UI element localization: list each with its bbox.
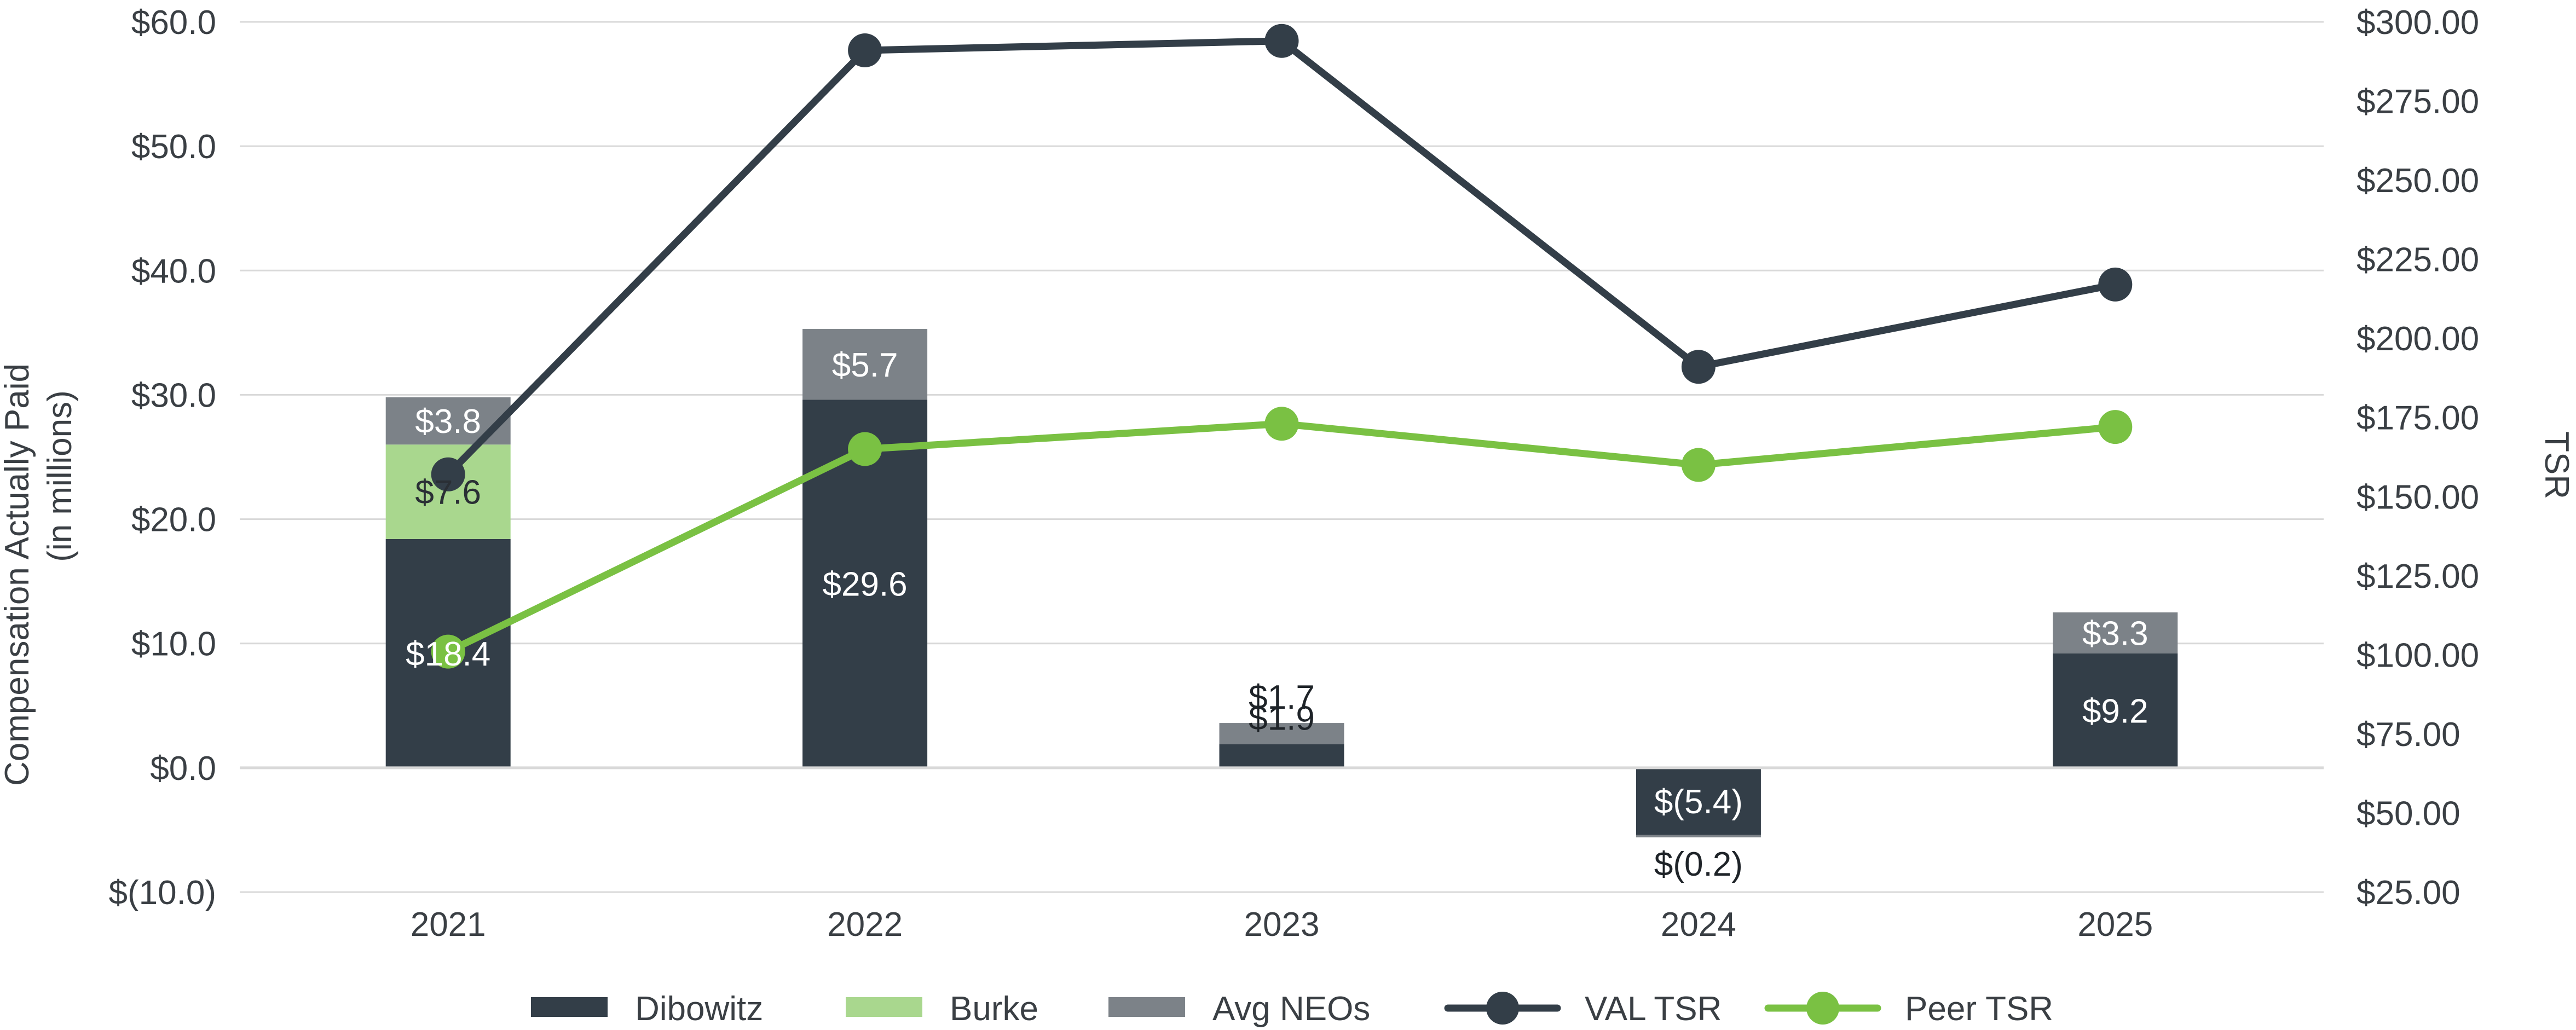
legend: Dibowitz Burke Avg NEOs VAL TSR Peer TSR <box>531 990 2053 1028</box>
y-right-tick-label: $200.00 <box>2356 320 2479 358</box>
tsr-point <box>2098 267 2133 302</box>
bar-segment <box>1219 723 1344 744</box>
y-right-tick-label: $175.00 <box>2356 400 2479 437</box>
legend-swatch <box>846 997 922 1017</box>
y-left-tick-label: $0.0 <box>150 750 216 788</box>
legend-swatch <box>531 997 608 1017</box>
y-right-tick-label: $50.00 <box>2356 795 2461 832</box>
y-right-tick-label: $225.00 <box>2356 241 2479 279</box>
y-left-tick-label: $(10.0) <box>109 874 216 912</box>
bar-segment <box>1636 767 1761 835</box>
bar-segment <box>2053 653 2178 768</box>
x-tick-label: 2021 <box>411 906 486 944</box>
x-tick-label: 2024 <box>1661 906 1736 944</box>
y-right-tick-label: $150.00 <box>2356 478 2479 516</box>
y-left-tick-label: $30.0 <box>131 377 216 414</box>
tsr-line <box>444 420 2119 656</box>
bar-data-label: $1.9 <box>1249 700 1315 738</box>
legend-marker <box>1806 992 1839 1025</box>
bar-segment <box>1636 835 1761 838</box>
y-right-tick-label: $25.00 <box>2356 874 2461 912</box>
tsr-point <box>1264 24 1299 58</box>
tsr-lines <box>431 24 2133 669</box>
y-right-tick-label: $125.00 <box>2356 558 2479 595</box>
data-labels: $18.4 $7.6 $3.8 $29.6 $5.7 $1.9$1.7 $(5.4) $(0.… <box>406 346 2148 883</box>
y-left-tick-label: $40.0 <box>131 252 216 290</box>
y-right-tick-label: $275.00 <box>2356 83 2479 121</box>
y-left-tick-label: $10.0 <box>131 626 216 663</box>
tsr-point <box>1264 407 1299 441</box>
bars <box>385 329 2178 838</box>
y-right-tick-label: $75.00 <box>2356 716 2461 754</box>
y-left-title-line1: Compensation Actually Paid <box>0 363 36 786</box>
bar-segment <box>2053 612 2178 653</box>
tsr-point <box>848 432 882 466</box>
tsr-point <box>431 634 465 669</box>
x-tick-label: 2022 <box>827 906 903 944</box>
y-right-tick-label: $100.00 <box>2356 636 2479 674</box>
bar-data-label: $18.4 <box>406 635 490 673</box>
legend-label: VAL TSR <box>1585 990 1722 1028</box>
y-right-title: TSR <box>2538 431 2575 499</box>
y-left-title-line2: (in millions) <box>41 390 79 562</box>
y-left-tick-label: $50.0 <box>131 128 216 166</box>
y-left-tick-label: $60.0 <box>131 4 216 42</box>
bar-data-label: $3.3 <box>2082 615 2148 652</box>
axes: Compensation Actually Paid (in millions)… <box>0 4 2575 944</box>
y-right-tick-label: $300.00 <box>2356 4 2479 42</box>
bar-data-label: $5.7 <box>832 346 898 384</box>
legend-marker <box>1486 992 1519 1025</box>
bar-segment <box>802 329 928 400</box>
legend-label: Burke <box>950 990 1038 1028</box>
y-left-tick-label: $20.0 <box>131 501 216 539</box>
tsr-point <box>848 33 882 68</box>
tsr-point <box>1681 350 1716 384</box>
x-tick-label: 2023 <box>1244 906 1320 944</box>
y-right-tick-label: $250.00 <box>2356 162 2479 200</box>
legend-label: Peer TSR <box>1905 990 2053 1028</box>
bar-data-label: $29.6 <box>823 566 908 604</box>
legend-swatch <box>1108 997 1185 1017</box>
x-tick-label: 2025 <box>2077 906 2153 944</box>
bar-segment <box>1219 744 1344 768</box>
bar-data-label: $(5.4) <box>1654 783 1743 821</box>
bar-data-label: $9.2 <box>2082 692 2148 730</box>
bar-data-label: $3.8 <box>415 403 481 441</box>
tsr-point <box>1681 448 1716 482</box>
legend-label: Dibowitz <box>635 990 763 1028</box>
bar-data-label: $(0.2) <box>1654 846 1743 883</box>
bar-data-label: $7.6 <box>415 474 481 512</box>
legend-label: Avg NEOs <box>1212 990 1370 1028</box>
bar-data-label: $1.7 <box>1249 679 1315 716</box>
tsr-point <box>431 457 465 491</box>
gridlines <box>240 21 2324 893</box>
tsr-point <box>2098 410 2133 444</box>
